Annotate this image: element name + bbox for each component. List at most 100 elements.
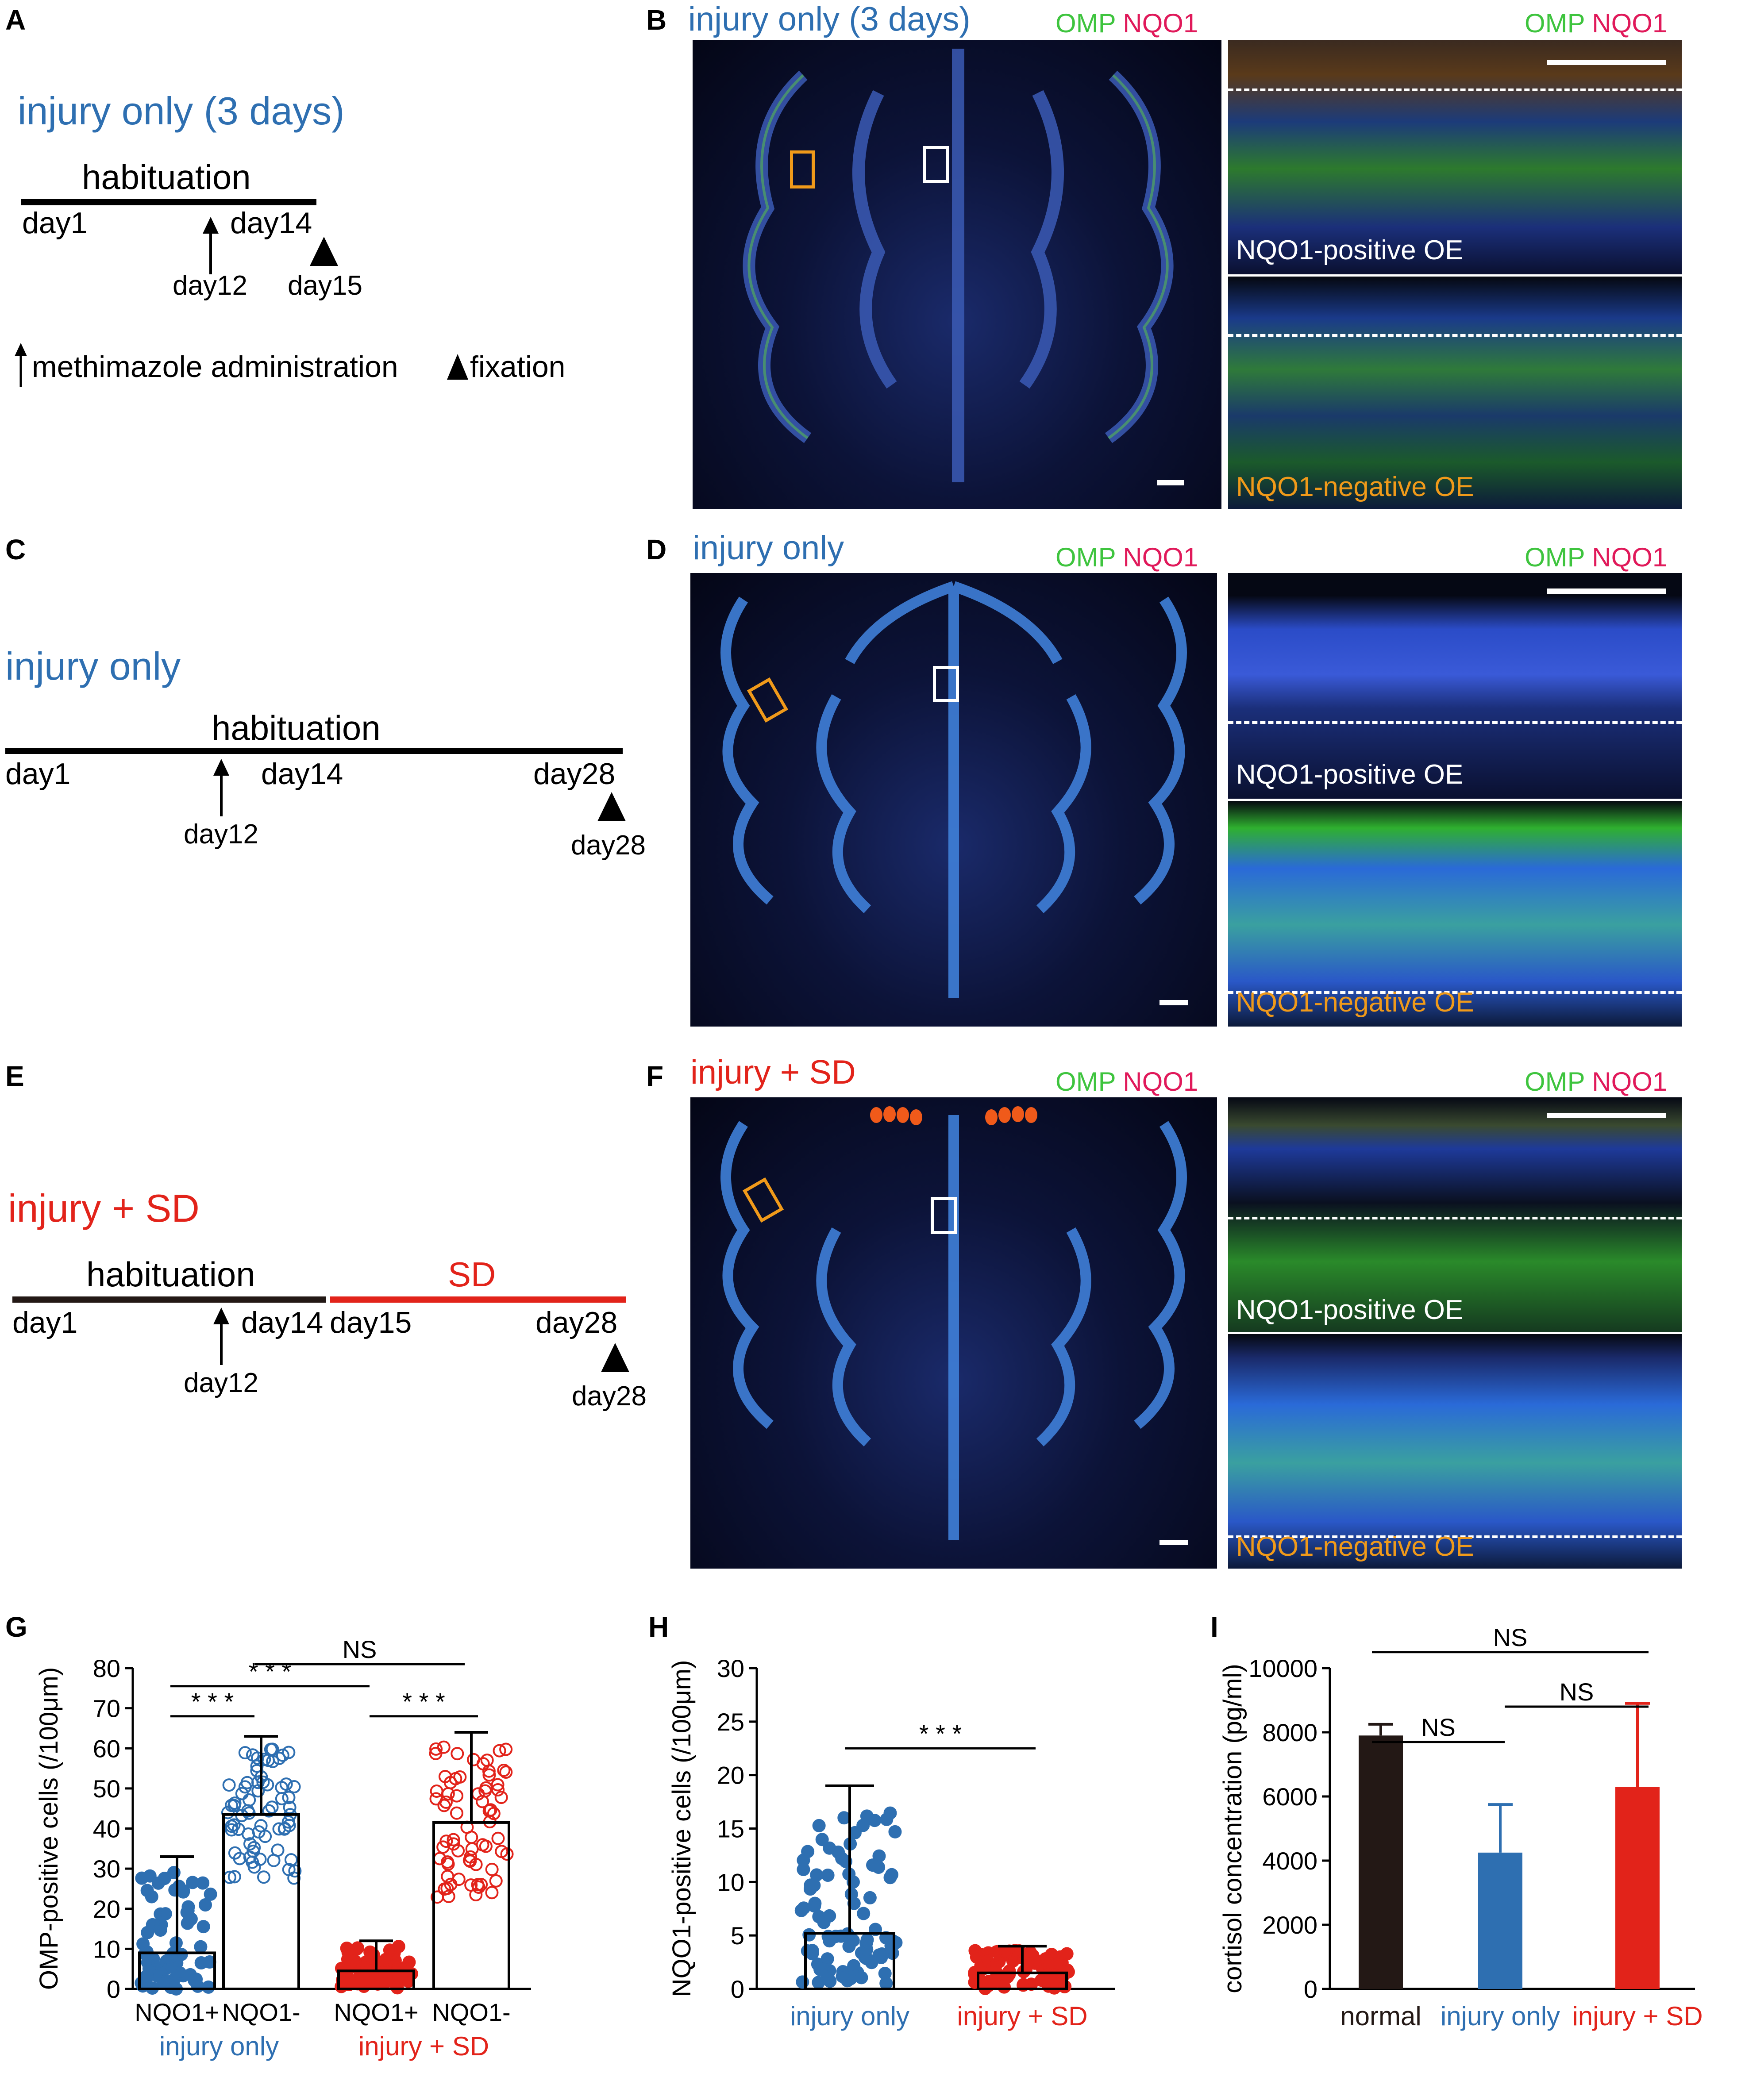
data-point	[275, 1792, 289, 1805]
inset-label: NQO1-positive OE	[1236, 235, 1464, 265]
data-point	[480, 1754, 494, 1767]
significance-label: NS	[1560, 1678, 1594, 1706]
scale-bar	[1159, 1000, 1188, 1005]
scale-bar	[1547, 588, 1666, 594]
significance-label: NS	[1421, 1713, 1456, 1741]
day-label: day28	[533, 757, 616, 791]
data-point	[194, 1956, 208, 1970]
day-label: day14	[261, 757, 343, 791]
micrograph-overview	[693, 40, 1221, 509]
data-point	[815, 1833, 829, 1846]
data-point	[821, 1869, 835, 1882]
data-point	[437, 1740, 451, 1754]
x-tick-label: normal	[1340, 2001, 1421, 2031]
y-tick-label: 0	[731, 1975, 744, 2003]
stain-legend: OMP NQO1	[1055, 542, 1198, 572]
panel-letter-f: F	[646, 1060, 664, 1092]
crop-box-white	[933, 666, 959, 702]
data-point	[465, 1831, 478, 1844]
day-label: day14	[230, 206, 312, 240]
y-tick-label: 70	[93, 1695, 120, 1723]
data-point	[135, 1871, 149, 1885]
y-tick-label: 20	[717, 1762, 744, 1789]
data-point	[997, 1980, 1011, 1994]
timeline-line-sd	[330, 1296, 626, 1303]
significance-label: * * *	[919, 1719, 962, 1747]
panel-letter-b: B	[646, 4, 667, 36]
bar	[1615, 1787, 1660, 1989]
data-point	[868, 1814, 882, 1827]
data-point	[282, 1863, 296, 1877]
data-point	[1002, 1964, 1016, 1978]
data-point	[451, 1747, 464, 1761]
y-tick-label: 10	[717, 1868, 744, 1896]
inset-label: NQO1-positive OE	[1236, 759, 1464, 790]
image-title: injury + SD	[690, 1054, 856, 1091]
chart-g: 0 10 20 30 40 50 60 70 80 OMP-positive cells (/10…	[35, 1635, 531, 2061]
data-point	[495, 1845, 508, 1858]
data-point	[228, 1846, 242, 1860]
data-point	[866, 1858, 880, 1872]
triangle-icon	[601, 1343, 629, 1372]
data-point	[158, 1907, 172, 1921]
panel-letter-i: I	[1210, 1611, 1218, 1643]
y-tick-label: 10000	[1248, 1654, 1317, 1682]
data-point	[156, 1975, 170, 1989]
timeline-title: injury only (3 days)	[18, 89, 345, 133]
data-point	[257, 1870, 270, 1884]
y-tick-label: 40	[93, 1815, 120, 1843]
day-label: day1	[5, 757, 71, 791]
inset-label: NQO1-positive OE	[1236, 1295, 1464, 1325]
timeline-title: injury + SD	[8, 1186, 200, 1230]
triangle-icon	[447, 354, 468, 380]
data-point	[279, 1777, 293, 1791]
inset-label: NQO1-negative OE	[1236, 987, 1474, 1018]
x-tick-label: NQO1+	[135, 1998, 219, 2026]
data-point	[1041, 1957, 1055, 1971]
scale-bar	[1157, 480, 1184, 485]
y-tick-label: 0	[107, 1975, 120, 2003]
panel-letter-c: C	[5, 534, 26, 565]
stain-legend: OMP NQO1	[1525, 8, 1668, 38]
y-tick-label: 25	[717, 1708, 744, 1736]
data-point	[467, 1753, 481, 1766]
stain-legend: OMP NQO1	[1525, 542, 1668, 572]
micrograph-inset-negative: NQO1-negative OE	[1228, 277, 1682, 509]
scale-bar	[1547, 1113, 1666, 1118]
data-point	[196, 1920, 210, 1934]
data-point	[485, 1886, 499, 1900]
data-point	[184, 1912, 198, 1926]
data-point	[262, 1804, 276, 1818]
data-point	[491, 1831, 505, 1845]
data-point	[250, 1759, 264, 1773]
data-point	[817, 1915, 831, 1929]
crop-box-orange	[790, 150, 815, 188]
data-point	[276, 1748, 289, 1762]
habituation-label: habituation	[212, 708, 381, 747]
image-title: injury only	[693, 529, 844, 567]
day-label: day12	[173, 270, 247, 301]
data-point	[172, 1880, 186, 1893]
data-point	[238, 1746, 252, 1760]
data-point	[476, 1838, 489, 1852]
micrograph-overview	[690, 573, 1217, 1027]
bar	[1359, 1735, 1403, 1989]
data-point	[485, 1862, 499, 1876]
data-point	[476, 1795, 489, 1808]
data-point	[379, 1953, 393, 1966]
data-point	[225, 1823, 239, 1837]
y-tick-label: 8000	[1262, 1719, 1317, 1746]
data-point	[472, 1881, 485, 1894]
day-label: day12	[184, 1368, 258, 1398]
data-point	[797, 1901, 811, 1915]
data-point	[875, 1947, 889, 1961]
data-point	[491, 1778, 505, 1792]
data-point	[999, 1946, 1013, 1959]
data-point	[807, 1878, 821, 1892]
day-label: day14	[241, 1306, 324, 1339]
data-point	[832, 1845, 845, 1859]
y-tick-label: 2000	[1262, 1911, 1317, 1939]
data-point	[499, 1742, 513, 1756]
data-point	[351, 1941, 365, 1955]
data-point	[283, 1800, 297, 1814]
